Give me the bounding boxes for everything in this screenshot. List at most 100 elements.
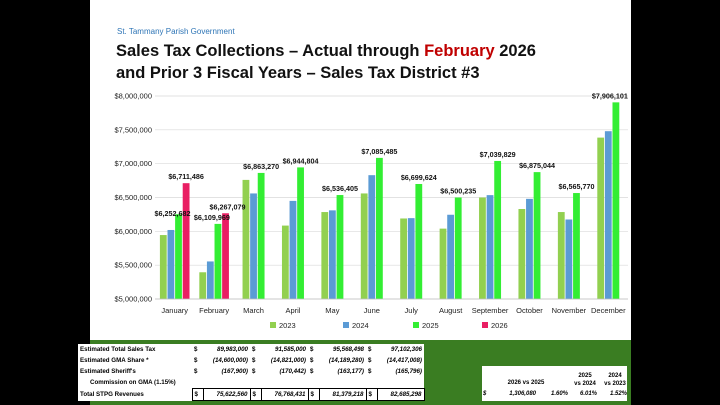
currency-symbol: $ <box>307 388 320 401</box>
bar-2023-february <box>199 272 207 299</box>
x-tick-label: June <box>364 306 380 315</box>
data-label: $6,944,804 <box>283 156 319 165</box>
x-tick-label: September <box>472 306 509 315</box>
compare-pct-2025-vs-2024: 6.01% <box>579 391 597 397</box>
bar-2024-july <box>407 218 415 299</box>
currency-symbol: $ <box>366 366 377 377</box>
currency-symbol: $ <box>365 388 378 401</box>
comparison-panel <box>482 366 627 401</box>
title-line1-b: 2026 <box>494 42 536 60</box>
bar-2024-october <box>526 198 533 299</box>
table-cell <box>319 377 366 389</box>
table-row: Commission on GMA (1.15%) <box>78 377 424 389</box>
bar-2023-april <box>281 225 289 299</box>
bar-2024-june <box>368 175 376 299</box>
x-tick-label: May <box>325 306 339 315</box>
table-row: Estimated Total Sales Tax $89,983,000 $91,… <box>78 344 424 355</box>
bar-2025-february <box>214 223 222 299</box>
bar-2025-march <box>257 172 265 299</box>
table-cell: 91,585,000 <box>261 344 308 355</box>
compare-pct-2026-vs-2025: 1.60% <box>550 391 568 397</box>
currency-symbol <box>250 377 261 389</box>
bar-2025-april <box>297 167 304 299</box>
x-tick-label: August <box>439 306 463 315</box>
data-label: $6,863,270 <box>243 162 279 171</box>
x-tick-label: April <box>285 306 300 315</box>
currency-symbol: $ <box>250 355 261 366</box>
y-tick-label: $8,000,000 <box>114 92 152 101</box>
data-label: $6,711,486 <box>168 172 204 181</box>
table-cell <box>203 377 250 389</box>
bar-2023-july <box>400 218 408 299</box>
table-cell: (167,900) <box>203 366 250 377</box>
organization-name: St. Tammany Parish Government <box>117 27 235 36</box>
bar-2025-june <box>375 157 383 299</box>
table-row: Estimated Sheriff's $ (167,900) $ (170,442) $… <box>78 366 424 377</box>
data-label: $7,039,829 <box>480 150 516 159</box>
bar-2023-june <box>360 193 368 299</box>
table-cell: 97,102,306 <box>377 344 424 355</box>
currency-symbol: $ <box>366 355 377 366</box>
bar-2023-march <box>242 179 250 299</box>
data-label: $7,085,485 <box>361 147 397 156</box>
currency-symbol: $ <box>192 355 203 366</box>
x-tick-label: November <box>552 306 587 315</box>
bar-2025-august <box>454 197 462 299</box>
currency-symbol: $ <box>249 388 262 401</box>
y-tick-label: $7,500,000 <box>114 125 152 134</box>
y-tick-label: $5,000,000 <box>114 295 152 304</box>
data-label: $6,699,624 <box>401 173 437 182</box>
bar-2024-december <box>604 131 612 299</box>
bar-2024-may <box>328 210 336 299</box>
y-tick-label: $6,500,000 <box>114 193 152 202</box>
bar-2023-october <box>518 209 526 299</box>
legend-swatch-2024 <box>343 322 349 328</box>
table-cell <box>261 377 308 389</box>
table-cell: (14,821,000) <box>261 355 308 366</box>
bar-2025-december <box>612 102 620 299</box>
table-row: Estimated GMA Share * $ (14,600,000) $ (14,8… <box>78 355 424 366</box>
bar-2023-january <box>159 235 167 299</box>
legend-label: 2025 <box>422 321 439 330</box>
compare-amount: 1,306,080 <box>509 391 536 397</box>
currency-symbol: $ <box>250 344 261 355</box>
table-cell: (14,417,008) <box>377 355 424 366</box>
x-tick-label: December <box>591 306 626 315</box>
row-label: Total STPG Revenues <box>78 388 192 401</box>
legend-label: 2023 <box>279 321 296 330</box>
currency-symbol <box>366 377 377 389</box>
x-tick-label: February <box>199 306 229 315</box>
bar-2023-september <box>479 197 486 299</box>
bar-2024-march <box>250 193 257 299</box>
compare-pct-2024-vs-2023: 1.52% <box>609 391 627 397</box>
bar-2023-november <box>557 212 565 299</box>
bar-2024-january <box>167 229 175 299</box>
x-tick-label: January <box>161 306 188 315</box>
bar-2024-september <box>486 195 494 299</box>
sales-tax-bar-chart: $8,000,000 $7,500,000 $7,000,000 $6,500,000… <box>114 91 628 330</box>
bar-2026-february <box>222 213 229 299</box>
bar-2026-january <box>182 183 190 299</box>
y-tick-label: $7,000,000 <box>114 159 152 168</box>
legend-swatch-2025 <box>413 322 419 328</box>
table-cell: (163,177) <box>319 366 366 377</box>
currency-symbol: $ <box>308 344 319 355</box>
compare-currency: $ <box>483 391 487 397</box>
bar-2025-may <box>336 195 344 299</box>
compare-2024-header-bottom: vs 2023 <box>604 381 626 387</box>
table-row: Total STPG Revenues $75,622,560 $76,768,43… <box>78 388 425 401</box>
table-cell: 81,379,218 <box>318 388 367 401</box>
bar-2025-july <box>415 183 423 299</box>
bar-2024-november <box>565 219 573 299</box>
title-line1-a: Sales Tax Collections – Actual through <box>116 42 425 60</box>
data-label: $6,565,770 <box>558 182 594 191</box>
x-tick-label: October <box>516 306 543 315</box>
table-cell: (165,796) <box>377 366 424 377</box>
compare-2025-header-bottom: vs 2024 <box>574 381 596 387</box>
compare-2025-header-top: 2025 <box>578 373 592 379</box>
bar-2025-january <box>175 214 182 299</box>
data-label: $6,109,969 <box>194 213 230 222</box>
bar-2024-february <box>206 261 214 299</box>
table-cell: 76,768,431 <box>260 388 309 401</box>
legend-label: 2024 <box>352 321 369 330</box>
